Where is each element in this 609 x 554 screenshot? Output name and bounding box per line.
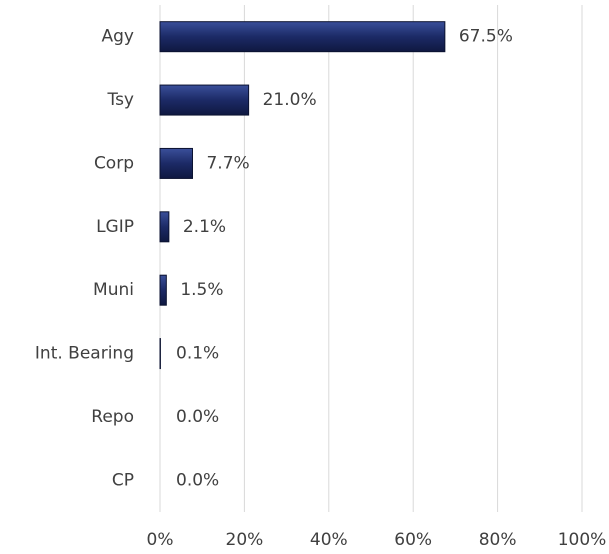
y-tick-label: Tsy — [107, 90, 135, 110]
x-tick-label: 0% — [147, 530, 174, 550]
data-label: 1.5% — [180, 280, 223, 300]
bar — [159, 211, 170, 243]
y-tick-label: Int. Bearing — [35, 344, 134, 364]
y-tick-label: Repo — [91, 407, 134, 427]
data-label: 21.0% — [263, 90, 317, 110]
y-tick-label: Corp — [94, 153, 134, 173]
data-label: 0.1% — [176, 344, 219, 364]
y-tick-label: CP — [112, 470, 134, 490]
data-label: 67.5% — [459, 27, 513, 47]
bar — [159, 147, 193, 179]
data-label: 0.0% — [176, 407, 219, 427]
data-label: 2.1% — [183, 217, 226, 237]
y-tick-label: LGIP — [96, 217, 134, 237]
data-label: 7.7% — [206, 153, 249, 173]
x-tick-label: 20% — [226, 530, 264, 550]
x-tick-label: 100% — [558, 530, 607, 550]
x-tick-label: 60% — [394, 530, 432, 550]
y-tick-label: Muni — [93, 280, 134, 300]
bar — [159, 84, 250, 116]
y-tick-label: Agy — [102, 27, 134, 47]
bar — [159, 274, 167, 306]
data-label: 0.0% — [176, 470, 219, 490]
x-tick-label: 80% — [479, 530, 517, 550]
x-tick-label: 40% — [310, 530, 348, 550]
bar — [159, 21, 446, 53]
